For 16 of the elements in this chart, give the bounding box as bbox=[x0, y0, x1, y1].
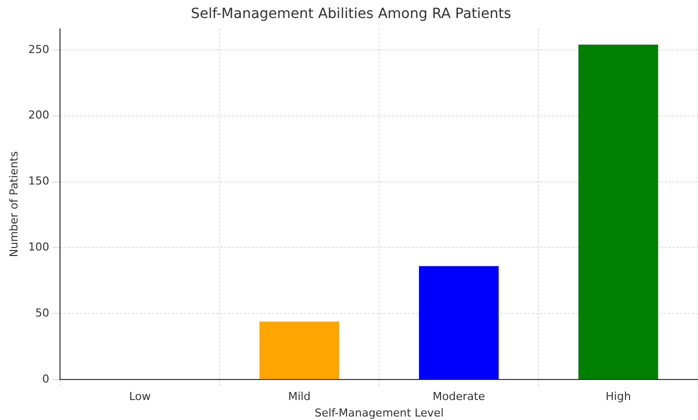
x-tick-label: High bbox=[606, 390, 631, 404]
y-tick-label: 200 bbox=[28, 108, 50, 122]
bar bbox=[418, 266, 499, 380]
y-tick-label: 250 bbox=[28, 42, 50, 56]
x-tick-label: Mild bbox=[288, 390, 311, 404]
y-tick-label: 100 bbox=[28, 240, 50, 254]
y-tick-label: 150 bbox=[28, 174, 50, 188]
y-tick-label: 50 bbox=[35, 306, 50, 320]
bar bbox=[260, 322, 340, 380]
x-tick-label: Moderate bbox=[432, 390, 486, 404]
y-tick-label: 0 bbox=[42, 372, 50, 386]
bar bbox=[578, 44, 658, 380]
chart-title: Self-Management Abilities Among RA Patients bbox=[190, 6, 512, 22]
y-axis-title: Number of Patients bbox=[7, 151, 20, 258]
x-axis-title: Self-Management Level bbox=[314, 406, 444, 420]
x-tick-label: Low bbox=[129, 390, 151, 404]
